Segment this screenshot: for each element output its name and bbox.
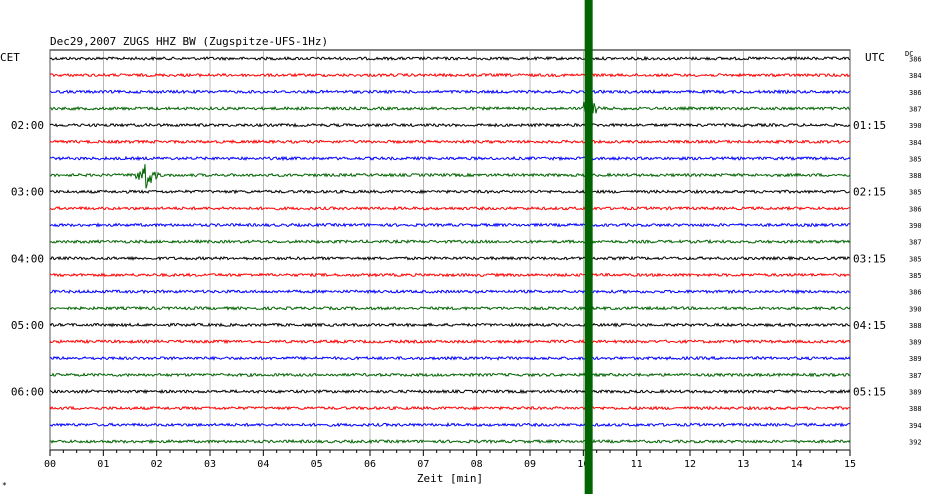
utc-timezone-label: UTC	[865, 51, 885, 64]
dc-value-label: 392	[909, 438, 922, 446]
seismic-trace	[49, 372, 851, 378]
cet-time-label: 02:00	[11, 119, 44, 132]
x-tick-label: 11	[631, 459, 643, 470]
dc-value-label: 390	[909, 122, 922, 130]
seismic-trace	[49, 238, 851, 245]
x-tick-label: 15	[844, 459, 856, 470]
seismic-trace	[49, 305, 851, 311]
seismic-trace	[49, 72, 851, 78]
utc-time-label: 05:15	[853, 386, 886, 399]
x-tick-label: 08	[471, 459, 483, 470]
dc-value-label: 387	[909, 372, 922, 380]
seismic-trace	[49, 155, 851, 162]
cet-time-label: 05:00	[11, 319, 44, 332]
dc-value-label: 389	[909, 389, 922, 397]
seismic-trace	[49, 189, 851, 195]
x-tick-label: 02	[151, 459, 163, 470]
dc-value-label: 385	[909, 155, 922, 163]
x-tick-label: 10	[577, 459, 589, 470]
seismic-trace	[49, 422, 851, 428]
utc-time-label: 04:15	[853, 319, 886, 332]
x-tick-label: 06	[364, 459, 376, 470]
dc-value-label: 384	[909, 72, 922, 80]
trace-layer	[49, 55, 851, 445]
seismic-trace	[49, 388, 851, 395]
chart-title: Dec29,2007 ZUGS HHZ BW (Zugspitze-UFS-1H…	[50, 35, 328, 48]
utc-time-label: 01:15	[853, 119, 886, 132]
x-tick-label: 07	[417, 459, 429, 470]
seismic-trace	[49, 55, 851, 62]
x-tick-label: 12	[684, 459, 696, 470]
seismic-trace	[49, 164, 851, 189]
dc-value-label: 386	[909, 56, 922, 64]
seismic-trace	[49, 288, 851, 295]
grid-layer: 00 01 02 03 04 05 06 07 08 09 10 11 12 13 14 15	[44, 49, 856, 470]
dc-value-label: 389	[909, 339, 922, 347]
dc-value-label: 387	[909, 105, 922, 113]
dc-value-label: 384	[909, 139, 922, 147]
dc-value-label: 388	[909, 405, 922, 413]
seismic-trace	[49, 122, 851, 128]
utc-time-label: 02:15	[853, 186, 886, 199]
seismic-trace	[49, 89, 851, 95]
dc-value-label: 386	[909, 289, 922, 297]
x-axis-label: Zeit [min]	[417, 472, 483, 485]
seismic-trace	[49, 438, 851, 445]
seismic-trace	[49, 139, 851, 145]
seismic-trace	[49, 338, 851, 345]
dc-value-label: 386	[909, 205, 922, 213]
label-layer: 02:00 03:00 04:00 05:00 06:00 01:15 02:15 03:15…	[11, 56, 922, 447]
dc-value-label: 388	[909, 322, 922, 330]
dc-value-label: 394	[909, 422, 922, 430]
corner-mark: *	[2, 481, 7, 490]
seismic-trace	[49, 405, 851, 411]
x-tick-label: 04	[257, 459, 269, 470]
cet-timezone-label: CET	[0, 51, 20, 64]
seismic-trace	[49, 272, 851, 278]
x-tick-label: 00	[44, 459, 56, 470]
dc-value-label: 389	[909, 355, 922, 363]
utc-time-label: 03:15	[853, 252, 886, 265]
time-marker-band	[584, 0, 593, 494]
x-tick-label: 03	[204, 459, 216, 470]
dc-value-label: 385	[909, 272, 922, 280]
seismic-trace	[49, 96, 851, 122]
x-tick-label: 01	[97, 459, 109, 470]
marker-layer	[584, 0, 593, 494]
x-tick-label: 09	[524, 459, 536, 470]
seismic-trace	[49, 222, 851, 228]
seismic-trace	[49, 205, 851, 212]
dc-value-label: 386	[909, 89, 922, 97]
dc-value-label: 385	[909, 255, 922, 263]
cet-time-label: 04:00	[11, 252, 44, 265]
x-tick-label: 13	[737, 459, 749, 470]
x-tick-label: 14	[791, 459, 803, 470]
dc-value-label: 390	[909, 222, 922, 230]
seismic-trace	[49, 255, 851, 262]
seismic-trace	[49, 355, 851, 361]
dc-value-label: 390	[909, 305, 922, 313]
dc-value-label: 385	[909, 189, 922, 197]
dc-value-label: 388	[909, 172, 922, 180]
cet-time-label: 06:00	[11, 386, 44, 399]
dc-value-label: 387	[909, 239, 922, 247]
seismic-trace	[49, 322, 851, 328]
x-tick-label: 05	[311, 459, 323, 470]
dc-column-label: DC	[905, 50, 913, 58]
cet-time-label: 03:00	[11, 186, 44, 199]
